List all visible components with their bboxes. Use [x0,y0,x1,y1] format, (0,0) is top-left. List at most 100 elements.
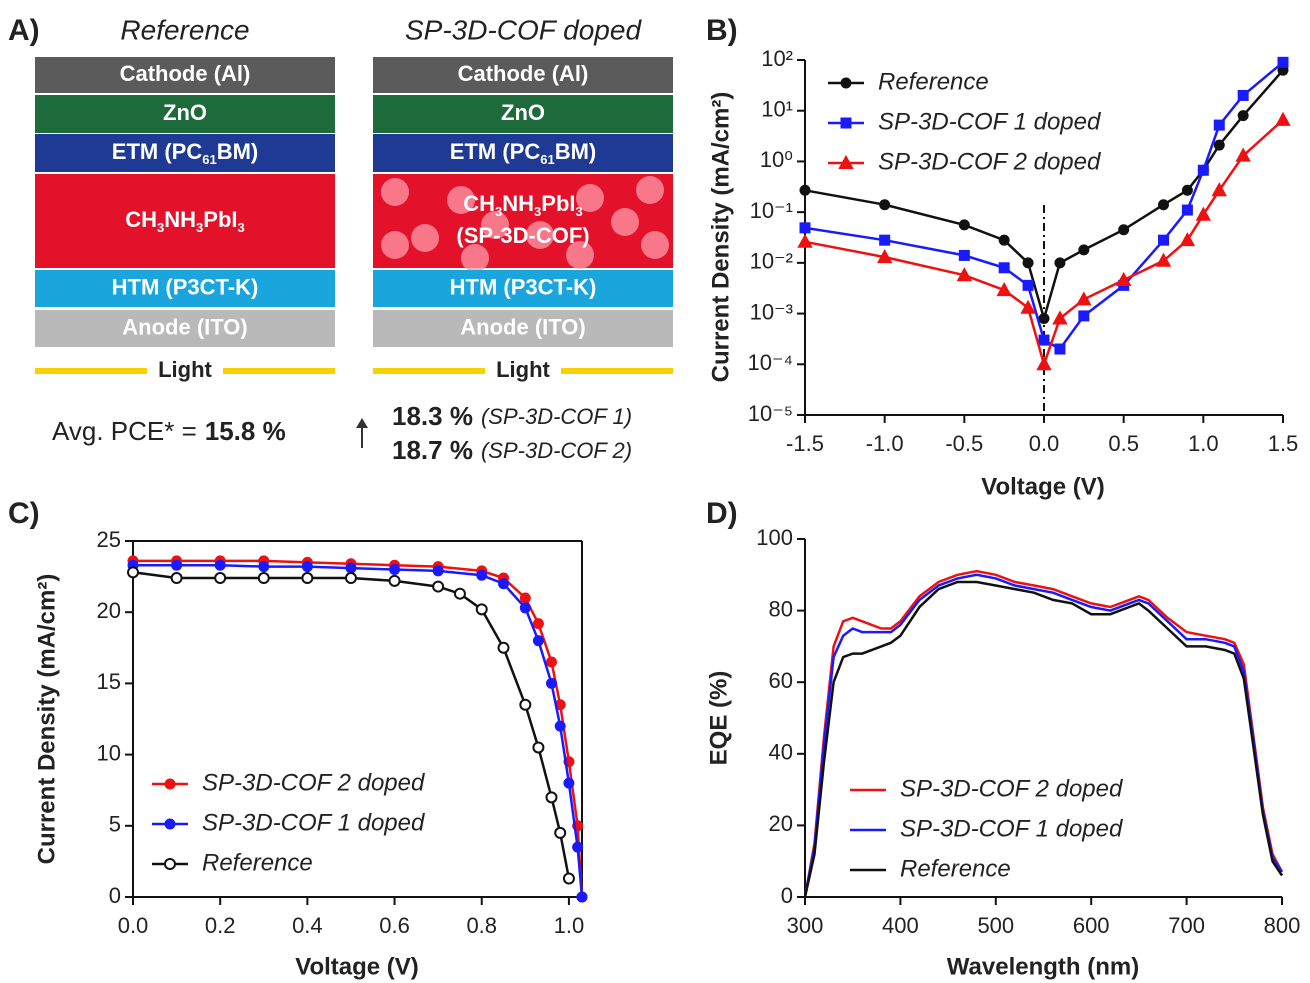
cof-particle [636,176,664,204]
label-part: ZnO [163,100,207,125]
marker [1237,110,1249,122]
marker [1020,299,1036,314]
cof-particle [576,184,604,212]
layer-label: ZnO [501,100,545,125]
x-tick-label: 0.4 [292,913,323,938]
marker [799,184,811,196]
pce-label: Avg. PCE* = [52,416,197,446]
marker [301,561,313,573]
layer-label: Cathode (Al) [458,61,589,86]
marker [475,603,488,616]
legend-label: SP-3D-COF 2 doped [878,148,1101,175]
label-part: Cathode (Al) [458,61,589,86]
layer [373,310,673,347]
x-tick-label: 400 [882,913,919,938]
marker [876,248,893,264]
marker [432,580,445,593]
marker [1179,232,1196,247]
layer-label: Anode (ITO) [122,314,247,339]
marker [164,778,176,790]
marker [958,219,970,231]
label-part: Anode (ITO) [122,314,247,339]
subscript: 3 [196,220,203,235]
y-tick-label: 0 [109,883,121,908]
layer [35,134,335,172]
pce-doped: 18.7 % (SP-3D-COF 2) [392,435,632,465]
marker [1076,291,1092,306]
marker [545,677,557,689]
marker [1275,111,1291,126]
marker [498,578,510,590]
marker [257,572,270,585]
marker [519,602,531,614]
pce-doped: 18.3 % (SP-3D-COF 1) [392,401,632,431]
x-axis-label: Wavelength (nm) [947,953,1139,980]
marker [164,858,176,870]
marker [799,222,811,234]
panel-label: A) [8,14,40,47]
x-tick-label: 0.0 [118,913,149,938]
marker [554,826,567,839]
legend-label: SP-3D-COF 2 doped [202,769,425,796]
marker [1235,147,1251,162]
y-tick-label: 10⁻⁵ [748,401,793,426]
label-part: CH [463,191,495,216]
x-tick-label: -1.5 [786,431,824,456]
marker [1213,119,1225,131]
y-tick-label: 10⁻⁴ [747,350,793,375]
subscript: 3 [576,204,583,219]
layer-label: Anode (ITO) [460,314,585,339]
marker [301,572,314,585]
subscript: 3 [534,204,541,219]
label-part: NH [502,191,534,216]
marker [1237,89,1249,101]
y-tick-label: 15 [97,669,121,694]
marker [1195,206,1212,221]
y-axis-label: Current Density (mA/cm²) [33,574,60,865]
pce-value: 18.3 % [392,401,473,431]
series-line [133,563,584,898]
marker [998,262,1010,274]
label-part: Anode (ITO) [460,314,585,339]
marker [562,872,575,885]
x-tick-label: 1.0 [1188,431,1219,456]
marker [1022,257,1034,269]
marker [1036,356,1052,371]
panel-label: B) [706,14,738,47]
label-part: Cathode (Al) [120,61,251,86]
marker [1078,310,1090,322]
cof-particle [447,186,475,214]
marker [453,587,466,600]
marker [1054,343,1066,355]
y-tick-label: 100 [756,525,793,550]
y-axis-label: Current Density (mA/cm²) [707,92,734,383]
y-tick-label: 10¹ [761,97,793,122]
legend-label: SP-3D-COF 1 doped [878,108,1101,135]
subscript: 3 [495,204,502,219]
marker [170,572,183,585]
marker [1155,252,1172,267]
marker [1211,182,1227,197]
marker [344,572,357,585]
legend-label: SP-3D-COF 1 doped [900,815,1123,842]
subscript: 61 [540,152,554,167]
label-part: PbI [203,207,237,232]
layer [35,95,335,133]
marker [1052,310,1068,325]
label-part: NH [164,207,196,232]
y-tick-label: 0 [781,883,793,908]
subscript: 3 [238,220,245,235]
legend-label: Reference [202,849,313,876]
cof-particle [381,178,409,206]
marker [1022,279,1034,291]
y-tick-label: 10 [97,740,121,765]
x-tick-label: 1.5 [1268,431,1299,456]
layer [35,270,335,307]
light-gap [485,360,561,382]
layer [373,57,673,93]
marker [554,720,566,732]
pce-device: (SP-3D-COF 1) [481,404,632,429]
legend-label: SP-3D-COF 2 doped [900,775,1123,802]
x-tick-label: 0.8 [466,913,497,938]
